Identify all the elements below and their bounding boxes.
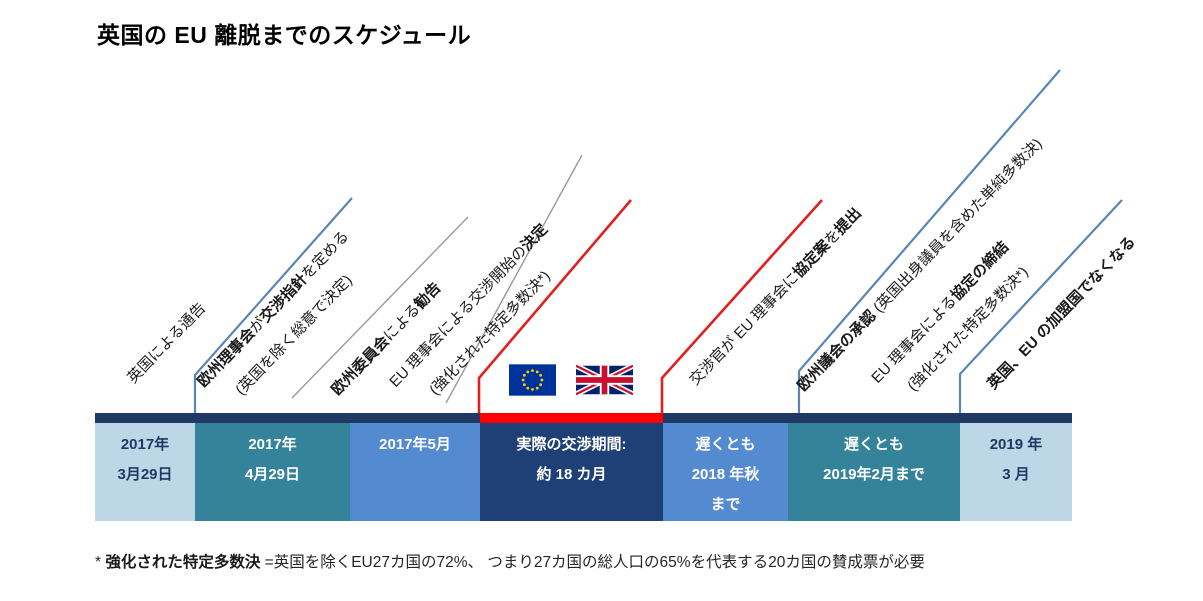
segment-line: 3月29日 xyxy=(117,466,173,483)
timeline-segment-draft-deadline: 遅くとも 2018 年秋 まで xyxy=(663,413,788,521)
footnote-term: 強化された特定多数決 xyxy=(105,554,261,571)
footnote: * 強化された特定多数決 =英国を除くEU27カ国の72%、 つまり27カ国の総… xyxy=(95,550,925,572)
leader-line-uk-exit xyxy=(958,199,1123,413)
segment-header-bar xyxy=(195,413,350,423)
timeline-segment-exit-date: 2019 年 3 月 xyxy=(960,413,1072,521)
segment-line: 遅くとも xyxy=(843,436,904,453)
timeline-segment-recommendation-date: 2017年5月 xyxy=(350,413,480,521)
segment-header-bar xyxy=(95,413,195,423)
segment-line: 実際の交渉期間: xyxy=(516,436,627,453)
footnote-definition: =英国を除くEU27カ国の72%、 つまり27カ国の総人口の65%を代表する20… xyxy=(260,554,925,571)
uk-flag-icon xyxy=(576,363,633,397)
segment-line: 2017年 xyxy=(248,436,297,453)
timeline-bar: 2017年 3月29日 2017年 4月29日 2017年5月 実際の交渉期間:… xyxy=(95,413,1072,521)
timeline-segment-conclusion-deadline: 遅くとも 2019年2月まで xyxy=(788,413,960,521)
leader-line-negotiation-start xyxy=(477,199,632,413)
segment-header-bar xyxy=(788,413,960,423)
segment-header-bar-red xyxy=(480,413,663,423)
segment-line: まで xyxy=(710,496,741,513)
timeline-segment-negotiation-period: 実際の交渉期間: 約 18 カ月 xyxy=(480,413,663,521)
segment-line: 3 月 xyxy=(1002,466,1030,483)
segment-line: 2019年2月まで xyxy=(823,466,925,483)
segment-line: 2017年5月 xyxy=(379,436,451,453)
segment-line: 2019 年 xyxy=(989,436,1043,453)
page-title: 英国の EU 離脱までのスケジュール xyxy=(97,22,472,48)
segment-line: 約 18 カ月 xyxy=(536,466,607,483)
leader-line-agreement-submission xyxy=(660,199,823,413)
leader-line-council-decision xyxy=(445,154,583,404)
segment-header-bar xyxy=(663,413,788,423)
segment-header-bar xyxy=(350,413,480,423)
segment-line: 4月29日 xyxy=(244,466,301,483)
segment-header-bar xyxy=(960,413,1072,423)
leader-line-commission-recommendation xyxy=(291,216,469,399)
segment-line: 2018 年秋 xyxy=(691,466,760,483)
timeline-segment-notification-date: 2017年 3月29日 xyxy=(95,413,195,521)
eu-flag-icon xyxy=(509,364,556,396)
footnote-asterisk: * xyxy=(95,554,106,571)
leader-line-parliament-approval xyxy=(797,69,1061,413)
timeline-segment-guidelines-date: 2017年 4月29日 xyxy=(195,413,350,521)
segment-line: 遅くとも xyxy=(695,436,756,453)
segment-line: 2017年 xyxy=(120,436,170,453)
leader-line-council-guidelines xyxy=(193,197,353,413)
